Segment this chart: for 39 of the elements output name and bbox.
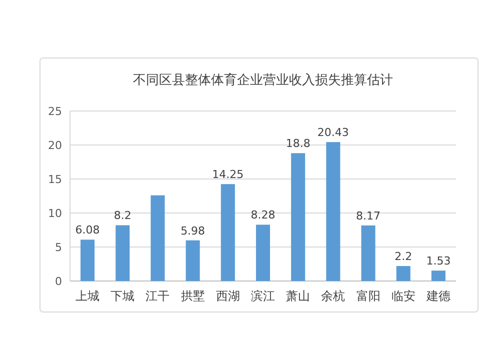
data-label: 2.2 [394,250,412,264]
chart-title: 不同区县整体体育企业营业收入损失推算估计 [133,72,393,88]
y-tick-label: 20 [48,139,62,152]
y-tick-label: 5 [55,241,62,254]
bar [396,266,410,281]
bar [116,225,130,281]
data-label: 8.28 [250,208,276,222]
y-tick-label: 25 [48,105,62,118]
x-tick-label: 西湖 [216,289,240,303]
bar [326,142,340,281]
bar [291,153,306,281]
data-label: 1.53 [426,254,451,268]
data-label: 14.25 [212,168,244,182]
x-tick-label: 建德 [425,289,450,303]
x-tick-label: 临安 [391,289,416,303]
x-tick-label: 富阳 [356,289,380,303]
bar [80,240,95,281]
data-label: 8.2 [114,209,132,222]
x-tick-label: 江干 [146,289,170,303]
bar [361,225,376,281]
bar [150,195,165,281]
bar [220,184,235,281]
data-label: 8.17 [356,209,381,222]
bar [186,240,200,281]
y-tick-label: 0 [55,275,62,288]
y-tick-label: 15 [48,173,62,186]
x-tick-label: 萧山 [286,289,310,303]
x-tick-label: 滨江 [251,289,275,303]
data-label: 20.43 [317,126,349,140]
data-label: 18.8 [286,137,310,150]
x-tick-label: 余杭 [321,289,346,303]
bar [431,270,446,281]
x-tick-label: 下城 [110,289,135,303]
y-tick-label: 10 [48,207,62,220]
x-tick-label: 拱墅 [180,289,205,303]
data-label: 5.98 [180,224,206,238]
bar [256,224,270,281]
data-label: 6.08 [75,224,100,237]
x-tick-label: 上城 [76,289,100,303]
